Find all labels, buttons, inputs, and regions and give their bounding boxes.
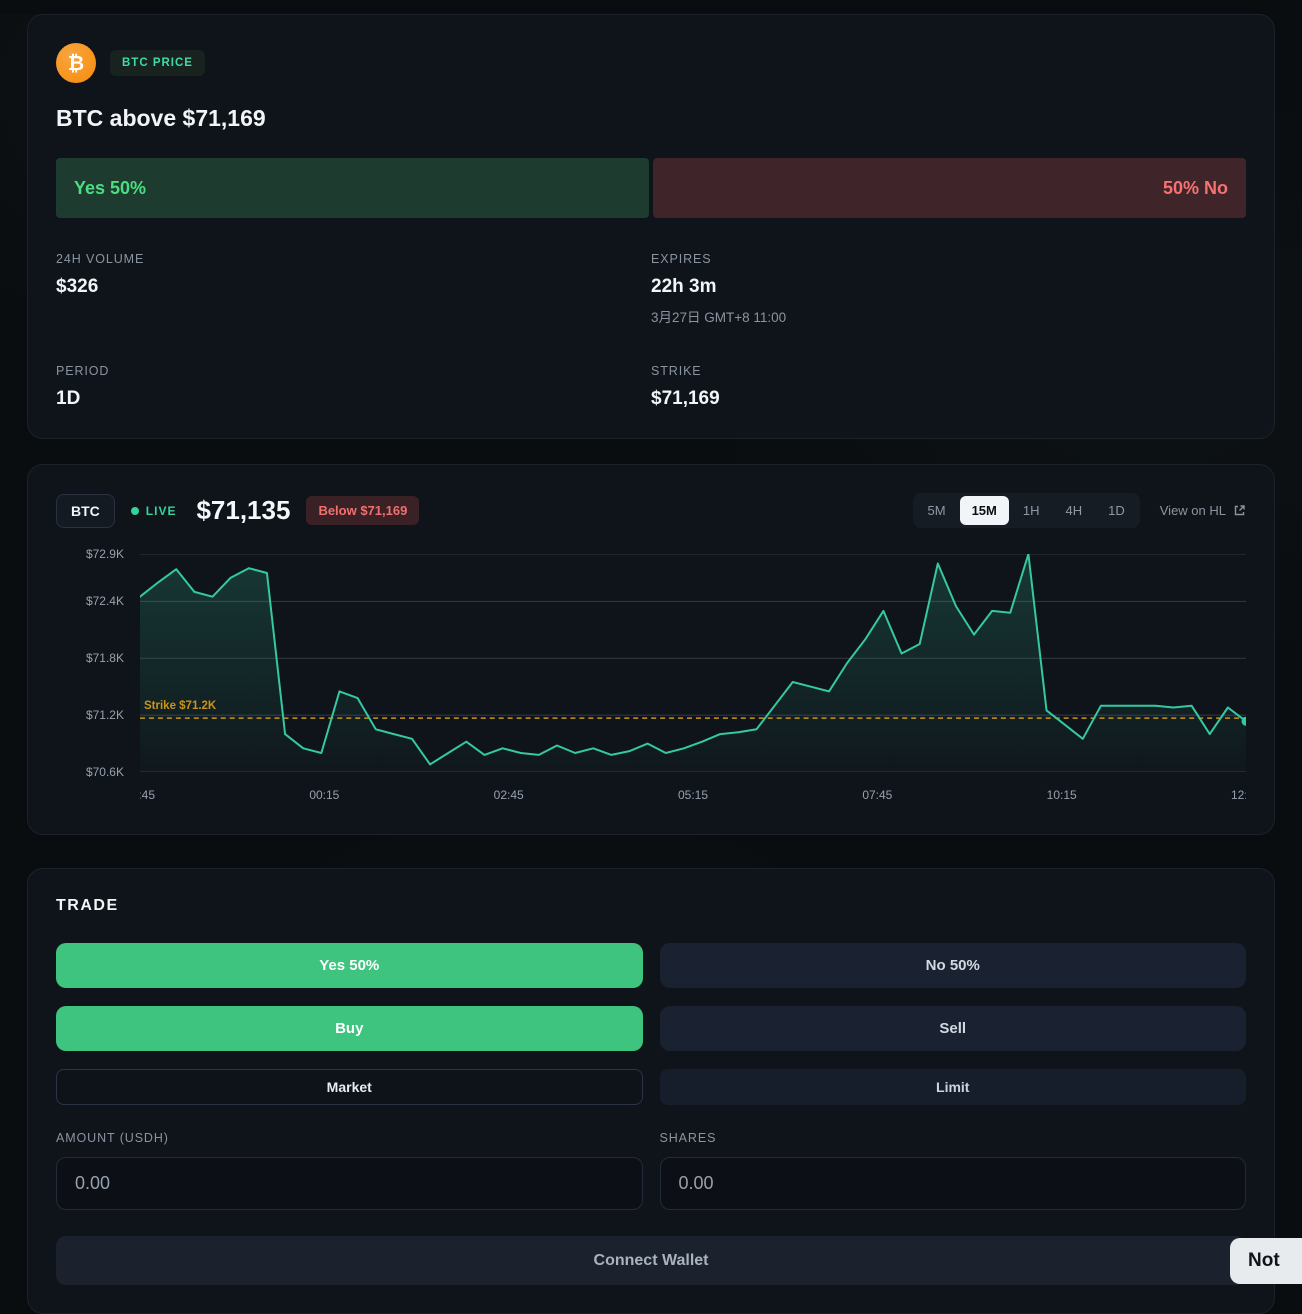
chart-header: BTC LIVE $71,135 Below $71,169 5M 15M 1H…: [56, 493, 1246, 528]
market-title: BTC above $71,169: [56, 105, 266, 131]
chart-controls: 5M 15M 1H 4H 1D View on HL: [912, 493, 1246, 528]
btc-price-badge: BTC PRICE: [110, 50, 205, 76]
notification-toast[interactable]: Not: [1230, 1238, 1302, 1284]
x-tick-label: 12:45: [1230, 788, 1246, 802]
timeframe-1d-button[interactable]: 1D: [1096, 496, 1137, 525]
market-summary-card: ₿ BTC PRICE BTC above $71,169 Yes 50% 50…: [27, 14, 1275, 439]
timeframe-selector: 5M 15M 1H 4H 1D: [912, 493, 1140, 528]
current-price: $71,135: [196, 495, 291, 525]
trade-panel: TRADE Yes 50% No 50% Buy Sell Market Lim…: [27, 868, 1275, 1314]
shares-input[interactable]: [659, 1157, 1246, 1210]
view-on-hl-link[interactable]: View on HL: [1160, 503, 1246, 518]
amount-input[interactable]: [56, 1157, 643, 1210]
price-line-chart: [140, 554, 1246, 772]
market-header: ₿ BTC PRICE: [56, 43, 1246, 83]
limit-order-tab[interactable]: Limit: [659, 1069, 1246, 1105]
timeframe-4h-button[interactable]: 4H: [1054, 496, 1095, 525]
stat-label: 24H VOLUME: [56, 252, 145, 266]
trade-heading: TRADE: [56, 897, 119, 914]
order-type-row: Market Limit: [56, 1069, 1246, 1105]
timeframe-5m-button[interactable]: 5M: [916, 496, 958, 525]
yes-button[interactable]: Yes 50%: [56, 943, 643, 988]
sell-button[interactable]: Sell: [659, 1006, 1246, 1051]
stat-24h-volume: 24H VOLUME $326: [56, 252, 651, 326]
direction-select-row: Buy Sell: [56, 1006, 1246, 1051]
y-tick-label: $71.2K: [85, 708, 124, 723]
market-order-tab[interactable]: Market: [56, 1069, 643, 1105]
stat-label: STRIKE: [651, 364, 702, 378]
stat-value: 22h 3m: [651, 276, 717, 297]
shares-label: SHARES: [659, 1131, 717, 1145]
chart-plot[interactable]: Strike $71.2K: [140, 554, 1246, 772]
no-button[interactable]: No 50%: [659, 943, 1246, 988]
no-odds-label: 50% No: [1162, 177, 1228, 198]
x-tick-label: 21:45: [140, 788, 156, 802]
x-tick-label: 02:45: [493, 788, 524, 802]
yes-odds-label: Yes 50%: [74, 177, 147, 198]
strike-line-label: Strike $71.2K: [144, 700, 217, 713]
stat-label: EXPIRES: [651, 252, 712, 266]
y-tick-label: $72.4K: [85, 594, 124, 609]
live-dot-icon: [130, 506, 139, 515]
stat-period: PERIOD 1D: [56, 364, 651, 410]
chart-area: $72.9K $72.4K $71.8K $71.2K $70.6K Strike $7…: [56, 547, 1246, 779]
timeframe-15m-button[interactable]: 15M: [959, 496, 1009, 525]
live-indicator: LIVE: [130, 503, 177, 518]
market-stats: 24H VOLUME $326 EXPIRES 22h 3m 3月27日 GMT…: [56, 252, 1246, 410]
y-tick-label: $72.9K: [85, 547, 124, 561]
timeframe-1h-button[interactable]: 1H: [1011, 496, 1052, 525]
stat-strike: STRIKE $71,169: [651, 364, 1246, 410]
external-link-icon: [1234, 505, 1245, 516]
chart-y-axis: $72.9K $72.4K $71.8K $71.2K $70.6K: [56, 547, 140, 779]
no-odds-bar[interactable]: 50% No: [653, 158, 1246, 218]
btc-symbol-pill: BTC: [56, 493, 115, 528]
order-inputs-row: AMOUNT (USDH) SHARES: [56, 1131, 1246, 1210]
amount-label: AMOUNT (USDH): [56, 1131, 169, 1145]
stat-expiry-date: 3月27日 GMT+8 11:00: [651, 310, 787, 325]
connect-wallet-button[interactable]: Connect Wallet: [56, 1236, 1246, 1285]
side-select-row: Yes 50% No 50%: [56, 943, 1246, 988]
toast-text: Not: [1248, 1250, 1280, 1271]
x-tick-label: 00:15: [309, 788, 340, 802]
view-on-hl-label: View on HL: [1159, 503, 1226, 518]
amount-field: AMOUNT (USDH): [56, 1131, 643, 1210]
chart-card: BTC LIVE $71,135 Below $71,169 5M 15M 1H…: [27, 464, 1275, 835]
y-tick-label: $70.6K: [85, 765, 124, 779]
stat-expires: EXPIRES 22h 3m 3月27日 GMT+8 11:00: [651, 252, 1246, 326]
shares-field: SHARES: [659, 1131, 1246, 1210]
x-tick-label: 05:15: [677, 788, 709, 802]
y-tick-label: $71.8K: [85, 651, 124, 666]
live-label: LIVE: [145, 503, 177, 518]
below-strike-badge: Below $71,169: [306, 496, 420, 525]
x-tick-label: 07:45: [862, 788, 893, 802]
bitcoin-icon: ₿: [56, 43, 96, 83]
odds-row: Yes 50% 50% No: [56, 158, 1246, 218]
buy-button[interactable]: Buy: [56, 1006, 643, 1051]
stat-label: PERIOD: [56, 364, 110, 378]
chart-x-axis: 21:45 00:15 02:45 05:15 07:45 10:15 12:45: [140, 784, 1246, 806]
yes-odds-bar[interactable]: Yes 50%: [56, 158, 649, 218]
x-tick-label: 10:15: [1046, 788, 1077, 802]
stat-value: 1D: [56, 388, 81, 409]
stat-value: $326: [56, 276, 99, 297]
stat-value: $71,169: [651, 388, 720, 409]
